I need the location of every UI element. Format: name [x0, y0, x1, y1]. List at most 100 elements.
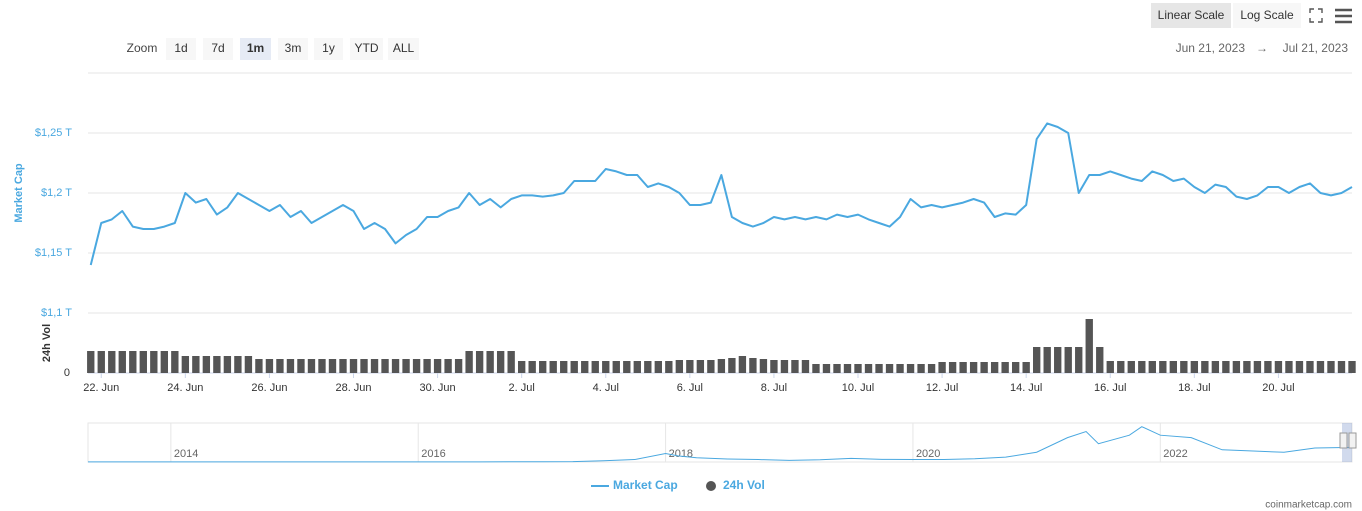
zoom-button[interactable]: 1y: [322, 41, 335, 55]
zoom-button[interactable]: 1d: [174, 41, 187, 55]
volume-bar: [917, 364, 925, 373]
zoom-button-bg[interactable]: [314, 38, 343, 60]
volume-bar: [948, 362, 957, 373]
volume-bar: [717, 359, 726, 373]
volume-bar: [255, 359, 263, 373]
navigator-tick-label: 2016: [421, 448, 445, 460]
volume-bar: [1243, 361, 1251, 373]
volume-bar: [1001, 362, 1009, 373]
x-tick-label: 26. Jun: [251, 382, 287, 394]
volume-bar: [696, 360, 705, 373]
volume-bar: [1064, 347, 1072, 373]
zoom-button[interactable]: ALL: [393, 41, 415, 55]
volume-bar: [171, 351, 179, 373]
volume-bar: [623, 361, 631, 373]
volume-bar: [675, 360, 684, 373]
volume-bar: [391, 359, 400, 373]
date-arrow: →: [1256, 41, 1268, 55]
zoom-button[interactable]: 1m: [247, 41, 264, 55]
legend-dot[interactable]: [706, 481, 716, 491]
zoom-button-bg[interactable]: [350, 38, 383, 60]
volume-bar: [517, 361, 526, 373]
navigator-tick-label: 2022: [1163, 448, 1187, 460]
navigator-handle[interactable]: [1339, 432, 1348, 449]
zoom-button-bg[interactable]: [166, 38, 196, 60]
zoom-button-bg[interactable]: [203, 38, 233, 60]
volume-bar: [486, 351, 494, 373]
scale-button-bg[interactable]: [1151, 3, 1231, 28]
scale-button[interactable]: Log Scale: [1240, 8, 1294, 22]
volume-bar: [370, 359, 379, 373]
volume-bar: [539, 361, 547, 373]
volume-bar: [276, 359, 284, 373]
x-tick-label: 12. Jul: [926, 382, 958, 394]
zoom-button-bg[interactable]: [240, 38, 271, 60]
zoom-button[interactable]: 7d: [211, 41, 224, 55]
x-tick-label: 8. Jul: [761, 382, 787, 394]
x-tick-label: 18. Jul: [1178, 382, 1210, 394]
volume-bar: [444, 359, 452, 373]
x-tick-label: 16. Jul: [1094, 382, 1126, 394]
volume-bar: [591, 361, 599, 373]
volume-bar: [1106, 361, 1114, 373]
date-to[interactable]: Jul 21, 2023: [1283, 41, 1349, 55]
x-tick-label: 20. Jul: [1262, 382, 1294, 394]
volume-bar: [286, 359, 295, 373]
volume-bar: [1327, 361, 1335, 373]
zoom-button[interactable]: YTD: [355, 41, 379, 55]
volume-bar: [843, 364, 852, 373]
zoom-button-bg[interactable]: [388, 38, 419, 60]
volume-bar: [707, 360, 715, 373]
volume-bar: [181, 356, 190, 373]
volume-bar: [129, 351, 137, 373]
volume-bar: [307, 359, 316, 373]
volume-bar: [339, 359, 347, 373]
date-from[interactable]: Jun 21, 2023: [1176, 41, 1246, 55]
volume-bar: [1201, 361, 1209, 373]
volume-bar: [360, 359, 368, 373]
volume-bar: [791, 360, 799, 373]
volume-bar: [990, 362, 999, 373]
volume-bar: [1348, 361, 1356, 373]
volume-bar: [1316, 361, 1325, 373]
volume-bar: [433, 359, 442, 373]
volume-bar: [749, 358, 757, 373]
y-tick-label: $1,25 T: [35, 127, 72, 139]
navigator-tick-label: 2018: [669, 448, 693, 460]
market-cap-line: [89, 122, 1353, 266]
navigator-line: [88, 426, 1353, 463]
legend-label[interactable]: 24h Vol: [723, 478, 765, 492]
volume-bar: [738, 356, 747, 373]
volume-bar: [475, 351, 484, 373]
volume-bar: [780, 360, 789, 373]
volume-bar: [318, 359, 326, 373]
volume-bar: [665, 361, 673, 373]
volume-bar: [328, 359, 337, 373]
volume-bar: [633, 361, 641, 373]
volume-bar: [864, 364, 873, 373]
x-tick-label: 28. Jun: [335, 382, 371, 394]
volume-bar: [1306, 361, 1314, 373]
zoom-label: Zoom: [127, 41, 158, 55]
volume-bar: [454, 359, 463, 373]
volume-bar: [938, 362, 946, 373]
zoom-button-bg[interactable]: [278, 38, 308, 60]
menu-icon[interactable]: [1335, 8, 1352, 24]
scale-button[interactable]: Linear Scale: [1158, 8, 1225, 22]
navigator-handle[interactable]: [1348, 432, 1357, 449]
fullscreen-icon[interactable]: [1309, 8, 1323, 23]
volume-bar: [833, 364, 841, 373]
volume-bar: [1085, 319, 1093, 373]
volume-bar: [1148, 361, 1156, 373]
volume-bar: [644, 361, 652, 373]
legend-label[interactable]: Market Cap: [613, 478, 678, 492]
x-tick-label: 22. Jun: [83, 382, 119, 394]
zoom-button[interactable]: 3m: [285, 41, 302, 55]
volume-bar: [1253, 361, 1262, 373]
volume-bar: [192, 356, 200, 373]
volume-bar: [1285, 361, 1293, 373]
scale-button-bg[interactable]: [1233, 3, 1301, 28]
volume-bar: [1075, 347, 1083, 373]
volume-bar: [1033, 347, 1041, 373]
volume-bar: [202, 356, 211, 373]
